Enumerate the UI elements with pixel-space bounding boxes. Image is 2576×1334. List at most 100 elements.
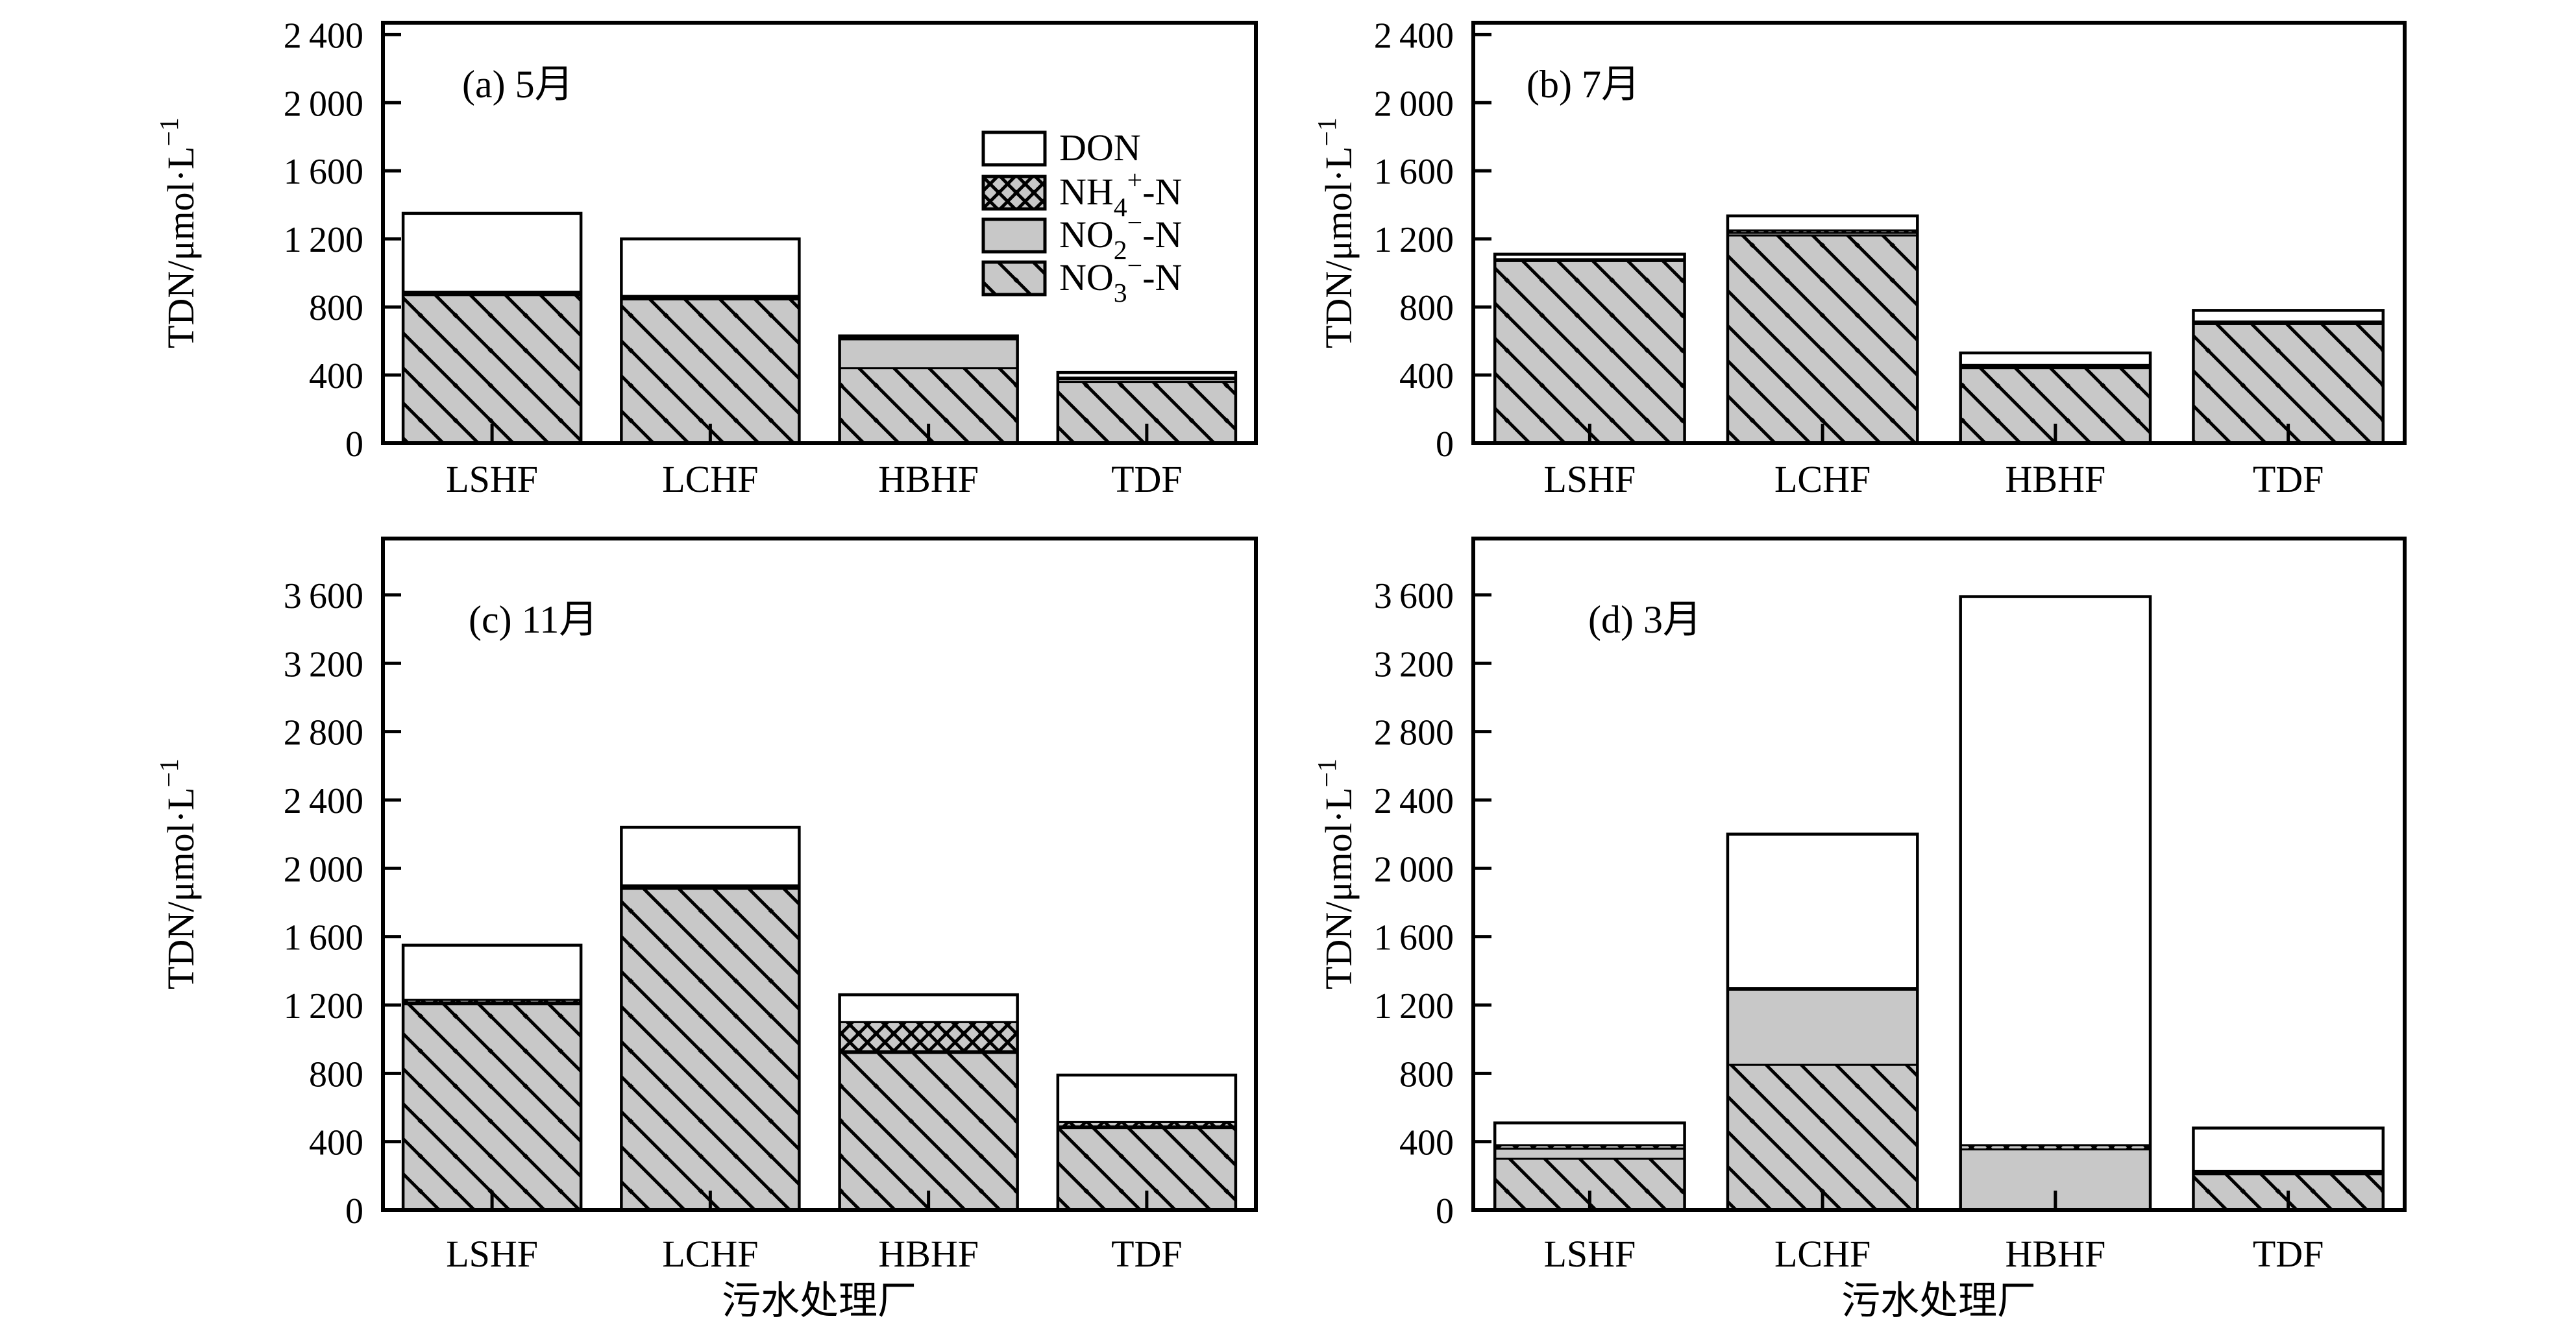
- bar-segment-don-hbhf: [1959, 352, 2152, 366]
- y-tick-label: 2 000: [1374, 84, 1454, 124]
- legend-label-no3: NO3−-N: [1059, 251, 1182, 308]
- y-tick-label: 400: [309, 356, 363, 396]
- bar-segment-no3-lshf: [1493, 260, 1686, 444]
- y-tick-label: 0: [345, 424, 363, 465]
- bar-segment-no3-lshf: [402, 1003, 582, 1211]
- category-label: LSHF: [446, 1233, 538, 1275]
- bar-segment-no3-tdf: [2192, 322, 2385, 444]
- bar-segment-no3-hbhf: [839, 1052, 1019, 1211]
- bar-segment-no3-lchf: [620, 298, 800, 444]
- panel-c: 0 400 800 1 200 1 600 2 000 2 400 2 800 3 200 3 6…: [154, 537, 1258, 1275]
- bar-segment-don-tdf: [2192, 309, 2385, 322]
- y-tick-label: 400: [1399, 1123, 1454, 1163]
- panel-frame: [381, 537, 1258, 1212]
- category-label: HBHF: [2006, 458, 2106, 500]
- y-axis-title: TDN/μmol·L−1: [1312, 758, 1360, 989]
- category-label: LSHF: [446, 458, 538, 500]
- bar-segment-don-tdf: [1057, 1074, 1237, 1123]
- y-tick-label: 2 000: [284, 84, 363, 124]
- y-axis-title: TDN/μmol·L−1: [154, 758, 202, 989]
- legend-label-no2: NO2−-N: [1059, 208, 1182, 265]
- y-tick-label: 400: [309, 1123, 363, 1163]
- y-tick-label: 1 200: [284, 220, 363, 260]
- y-tick-label: 1 200: [1374, 220, 1454, 260]
- panel-d: 0 400 800 1 200 1 600 2 000 2 400 2 800 3 200 3 6…: [1312, 537, 2407, 1275]
- y-tick-label: 800: [309, 1054, 363, 1095]
- y-tick-label: 0: [1436, 1191, 1454, 1231]
- bar-segment-no2-lchf: [1726, 988, 1919, 1066]
- bar-segment-no3-lchf: [620, 888, 800, 1211]
- category-label: LSHF: [1543, 1233, 1636, 1275]
- no2-swatch: [981, 217, 1047, 254]
- panel-tag: (c) 11月: [469, 598, 598, 641]
- y-tick-label: 2 000: [1374, 849, 1454, 890]
- y-tick-label: 0: [345, 1191, 363, 1231]
- category-label: TDF: [1111, 458, 1183, 500]
- bar-segment-don-lchf: [620, 237, 800, 297]
- bar-segment-no2-lshf: [1493, 1147, 1686, 1160]
- category-label: HBHF: [878, 1233, 979, 1275]
- legend-label-don: DON: [1059, 127, 1141, 169]
- x-axis-title: 污水处理厂: [1841, 1279, 2036, 1322]
- panel-tag: (a) 5月: [462, 63, 574, 106]
- y-tick-label: 1 600: [1374, 152, 1454, 192]
- category-label: LCHF: [662, 458, 758, 500]
- don-swatch: [981, 130, 1047, 167]
- y-tick-label: 2 800: [284, 713, 363, 753]
- panel-tag: (b) 7月: [1527, 63, 1640, 106]
- nh4-swatch: [981, 175, 1047, 211]
- y-tick-label: 2 400: [1374, 16, 1454, 56]
- bar-segment-don-tdf: [2192, 1127, 2385, 1172]
- bar-segment-don-hbhf: [839, 993, 1019, 1023]
- y-tick-label: 2 400: [284, 16, 363, 56]
- category-label: HBHF: [2006, 1233, 2106, 1275]
- y-tick-label: 1 600: [1374, 918, 1454, 958]
- y-tick-label: 800: [1399, 1054, 1454, 1095]
- y-tick-label: 3 200: [1374, 644, 1454, 685]
- panel-tag: (d) 3月: [1588, 598, 1702, 641]
- bar-segment-don-lchf: [620, 826, 800, 887]
- y-tick-label: 800: [309, 288, 363, 328]
- category-label: TDF: [2253, 1233, 2324, 1275]
- category-label: LCHF: [1774, 458, 1871, 500]
- legend-label-nh4: NH4+-N: [1059, 165, 1182, 223]
- y-tick-label: 2 000: [284, 849, 363, 890]
- bar-segment-no3-lchf: [1726, 234, 1919, 444]
- bar-segment-don-lshf: [402, 944, 582, 1001]
- y-axis-title: TDN/μmol·L−1: [154, 117, 202, 348]
- category-label: HBHF: [878, 458, 979, 500]
- y-axis-title: TDN/μmol·L−1: [1312, 117, 1360, 348]
- bar-segment-don-hbhf: [1959, 596, 2152, 1146]
- panel-frame: [1471, 21, 2407, 445]
- bar-segment-don-lchf: [1726, 833, 1919, 989]
- y-tick-label: 2 400: [1374, 781, 1454, 821]
- y-tick-label: 1 200: [284, 986, 363, 1026]
- no3-swatch: [981, 260, 1047, 297]
- y-tick-label: 3 600: [284, 576, 363, 616]
- category-label: LSHF: [1543, 458, 1636, 500]
- bar-segment-no3-lshf: [402, 294, 582, 444]
- bar-segment-don-lshf: [402, 212, 582, 293]
- y-tick-label: 2 400: [284, 781, 363, 821]
- panel-frame: [381, 21, 1258, 445]
- y-tick-label: 2 800: [1374, 713, 1454, 753]
- x-axis-title: 污水处理厂: [722, 1279, 916, 1322]
- category-label: TDF: [1111, 1233, 1183, 1275]
- y-tick-label: 400: [1399, 356, 1454, 396]
- bar-segment-don-lshf: [1493, 1122, 1686, 1146]
- bar-segment-don-lchf: [1726, 215, 1919, 232]
- bar-segment-nh4-hbhf: [839, 1021, 1019, 1052]
- y-tick-label: 3 200: [284, 644, 363, 685]
- category-label: LCHF: [662, 1233, 758, 1275]
- y-tick-label: 0: [1436, 424, 1454, 465]
- bar-segment-no3-lchf: [1726, 1063, 1919, 1211]
- y-tick-label: 1 600: [284, 152, 363, 192]
- panel-frame: [1471, 537, 2407, 1212]
- y-tick-label: 800: [1399, 288, 1454, 328]
- category-label: TDF: [2253, 458, 2324, 500]
- y-tick-label: 1 600: [284, 918, 363, 958]
